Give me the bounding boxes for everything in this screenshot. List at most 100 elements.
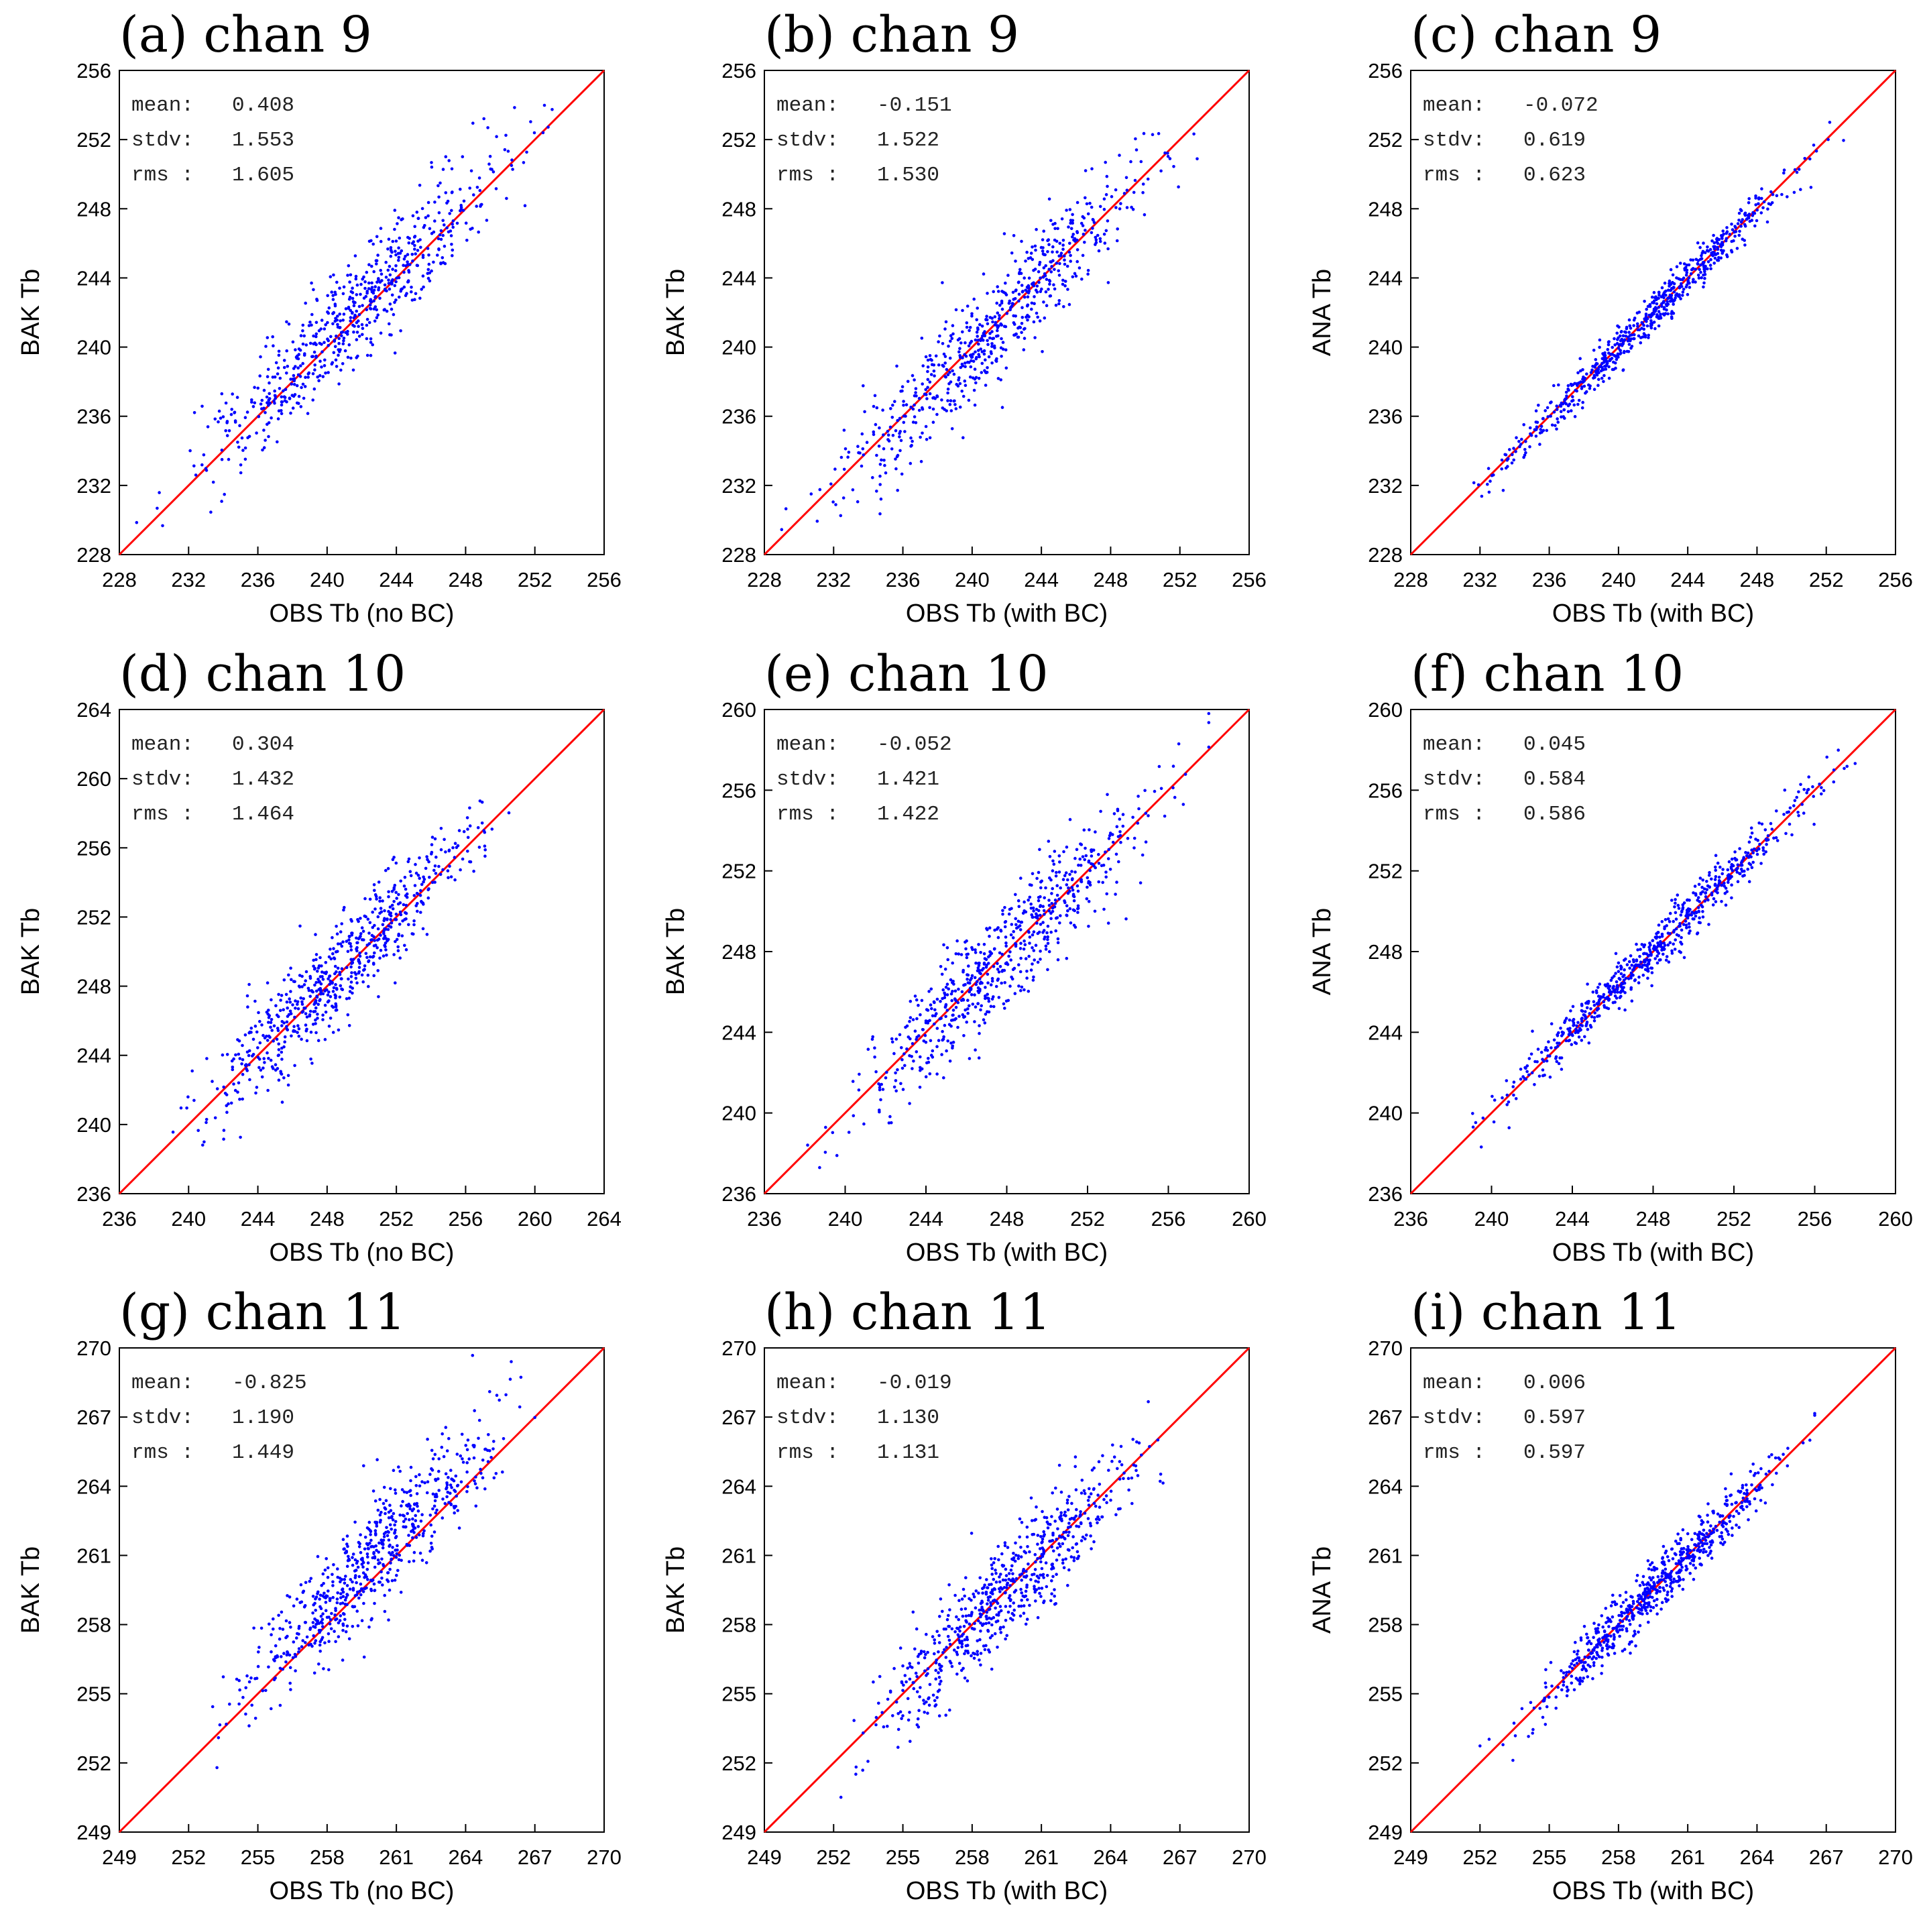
data-point <box>929 1039 933 1043</box>
data-point <box>1013 297 1017 300</box>
data-point <box>1019 942 1023 945</box>
data-point <box>985 318 989 322</box>
one-to-one-line <box>118 708 605 1195</box>
data-point <box>284 992 288 997</box>
data-point <box>968 361 971 364</box>
data-point <box>1620 982 1623 985</box>
data-point <box>363 968 366 971</box>
data-point <box>1474 1121 1478 1125</box>
stat-rms-label: rms : <box>776 164 839 187</box>
data-point <box>1064 1557 1067 1561</box>
data-point <box>491 1447 495 1451</box>
data-point <box>422 1529 426 1532</box>
data-point <box>1006 999 1010 1003</box>
data-point <box>483 1487 487 1491</box>
data-point <box>892 1052 896 1056</box>
data-point <box>1645 964 1649 968</box>
data-point <box>258 1019 261 1023</box>
data-point <box>1605 361 1609 365</box>
data-point <box>308 321 312 324</box>
data-point <box>1056 1527 1059 1531</box>
data-point <box>202 453 206 457</box>
data-point <box>335 365 339 368</box>
data-point <box>1597 365 1601 369</box>
data-point <box>253 386 256 389</box>
data-point <box>1035 290 1039 294</box>
data-point <box>391 239 395 243</box>
data-point <box>1033 302 1036 306</box>
data-point <box>324 1596 328 1600</box>
data-point <box>355 947 358 951</box>
data-point <box>450 190 454 194</box>
data-point <box>946 387 950 391</box>
data-point <box>1505 1079 1509 1082</box>
data-point <box>383 1609 387 1613</box>
data-point <box>476 826 480 830</box>
data-point <box>1730 857 1734 861</box>
stat-mean-value: 0.045 <box>1523 733 1586 756</box>
data-point <box>351 958 355 961</box>
plot-frame <box>119 709 605 1194</box>
data-point <box>416 873 420 877</box>
data-point <box>355 293 359 296</box>
y-tick-label: 240 <box>721 336 756 359</box>
data-point <box>973 367 977 371</box>
data-point <box>1006 1546 1010 1549</box>
data-point <box>376 969 380 972</box>
data-point <box>413 243 416 247</box>
data-point <box>314 1006 318 1010</box>
data-point <box>1044 944 1048 948</box>
data-point <box>1017 963 1021 966</box>
data-point <box>294 1669 297 1672</box>
data-point <box>1686 916 1690 920</box>
data-point <box>1586 1027 1590 1031</box>
data-point <box>221 1053 225 1057</box>
data-point <box>1775 194 1779 198</box>
data-point <box>1115 880 1118 884</box>
data-point <box>326 321 329 325</box>
data-point <box>990 330 994 333</box>
y-tick-label: 240 <box>721 1102 756 1125</box>
data-point <box>997 996 1001 999</box>
data-point <box>1527 1073 1531 1077</box>
data-point <box>1047 903 1051 907</box>
data-point <box>316 977 320 981</box>
data-point <box>1655 936 1658 940</box>
data-point <box>1537 404 1540 407</box>
data-point <box>1028 883 1032 887</box>
data-point <box>1623 958 1626 962</box>
data-point <box>1639 341 1643 345</box>
data-point <box>1775 839 1780 842</box>
data-point <box>314 958 318 962</box>
data-point <box>1696 259 1700 262</box>
data-point <box>397 258 400 262</box>
data-point <box>407 270 411 274</box>
data-point <box>373 285 377 288</box>
data-point <box>434 872 438 875</box>
data-point <box>992 344 996 348</box>
data-point <box>286 1594 289 1597</box>
data-point <box>999 378 1002 382</box>
data-point <box>1704 895 1708 899</box>
data-point <box>1799 783 1802 787</box>
data-point <box>266 1051 269 1055</box>
data-point <box>398 1469 402 1473</box>
data-point <box>351 296 355 300</box>
data-point <box>1010 923 1014 926</box>
data-point <box>314 1639 318 1642</box>
data-point <box>1673 905 1676 909</box>
data-point <box>378 1561 382 1565</box>
data-point <box>300 1645 304 1648</box>
data-point <box>285 349 289 353</box>
data-point <box>1544 1045 1548 1049</box>
data-point <box>1563 416 1566 420</box>
data-point <box>1614 972 1617 975</box>
data-point <box>1566 410 1570 414</box>
data-point <box>957 350 961 353</box>
y-tick-label: 248 <box>721 197 756 221</box>
data-point <box>299 364 302 367</box>
data-point <box>858 451 862 455</box>
data-point <box>1029 968 1033 972</box>
x-tick-label: 260 <box>1232 1207 1267 1231</box>
data-point <box>996 311 1000 315</box>
